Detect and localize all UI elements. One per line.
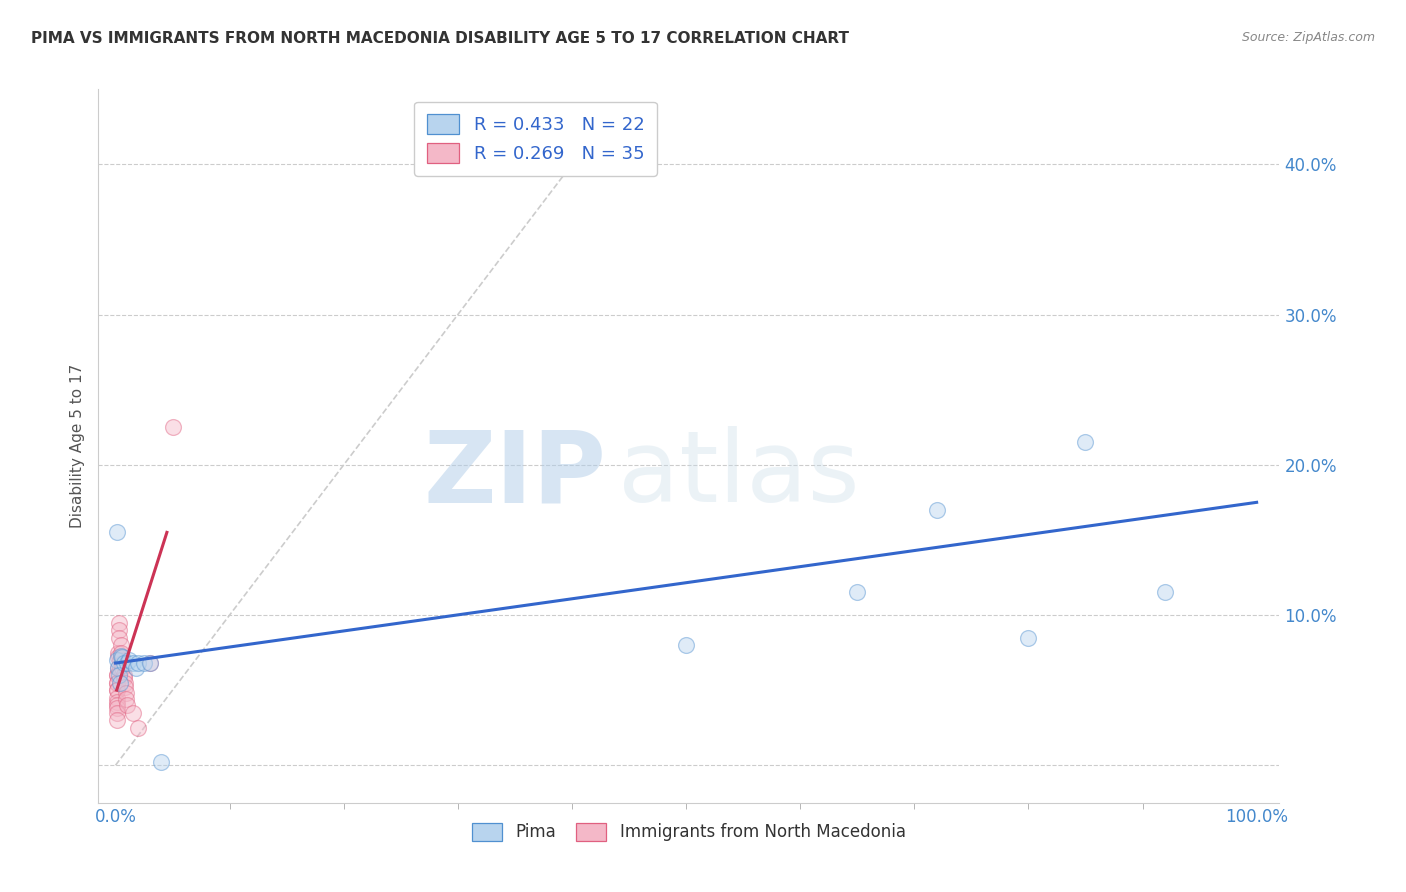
- Point: [110, 648, 132, 663]
- Point: [1074, 435, 1097, 450]
- Point: [110, 646, 132, 660]
- Point: [105, 701, 128, 715]
- Point: [105, 675, 128, 690]
- Point: [105, 653, 128, 667]
- Point: [139, 656, 162, 670]
- Point: [108, 623, 131, 637]
- Point: [105, 668, 128, 682]
- Point: [108, 631, 131, 645]
- Point: [108, 668, 131, 682]
- Point: [132, 656, 155, 670]
- Point: [114, 675, 136, 690]
- Point: [114, 692, 136, 706]
- Point: [115, 656, 138, 670]
- Point: [105, 695, 128, 709]
- Point: [112, 668, 135, 682]
- Point: [108, 653, 131, 667]
- Point: [107, 646, 129, 660]
- Point: [139, 656, 162, 670]
- Point: [105, 698, 128, 713]
- Point: [105, 706, 128, 720]
- Point: [1017, 631, 1039, 645]
- Point: [107, 660, 129, 674]
- Point: [162, 420, 184, 434]
- Point: [114, 686, 136, 700]
- Point: [108, 660, 131, 674]
- Point: [112, 671, 135, 685]
- Point: [127, 721, 149, 735]
- Point: [115, 698, 138, 713]
- Point: [111, 656, 134, 670]
- Point: [105, 525, 128, 540]
- Point: [105, 683, 128, 698]
- Text: ZIP: ZIP: [423, 426, 606, 523]
- Point: [118, 653, 141, 667]
- Point: [105, 713, 128, 727]
- Point: [121, 656, 143, 670]
- Point: [108, 615, 131, 630]
- Point: [107, 660, 129, 674]
- Point: [127, 656, 149, 670]
- Point: [105, 683, 128, 698]
- Point: [1154, 585, 1177, 599]
- Y-axis label: Disability Age 5 to 17: Disability Age 5 to 17: [69, 364, 84, 528]
- Point: [846, 585, 869, 599]
- Point: [114, 680, 136, 694]
- Point: [125, 660, 148, 674]
- Point: [107, 650, 129, 665]
- Point: [105, 668, 128, 682]
- Point: [927, 503, 949, 517]
- Point: [150, 756, 173, 770]
- Text: Source: ZipAtlas.com: Source: ZipAtlas.com: [1241, 31, 1375, 45]
- Point: [121, 706, 143, 720]
- Text: atlas: atlas: [619, 426, 859, 523]
- Point: [105, 690, 128, 705]
- Point: [675, 638, 697, 652]
- Point: [111, 650, 134, 665]
- Text: PIMA VS IMMIGRANTS FROM NORTH MACEDONIA DISABILITY AGE 5 TO 17 CORRELATION CHART: PIMA VS IMMIGRANTS FROM NORTH MACEDONIA …: [31, 31, 849, 46]
- Point: [110, 638, 132, 652]
- Point: [111, 660, 134, 674]
- Legend: Pima, Immigrants from North Macedonia: Pima, Immigrants from North Macedonia: [465, 816, 912, 848]
- Point: [105, 675, 128, 690]
- Point: [112, 656, 135, 670]
- Point: [108, 675, 131, 690]
